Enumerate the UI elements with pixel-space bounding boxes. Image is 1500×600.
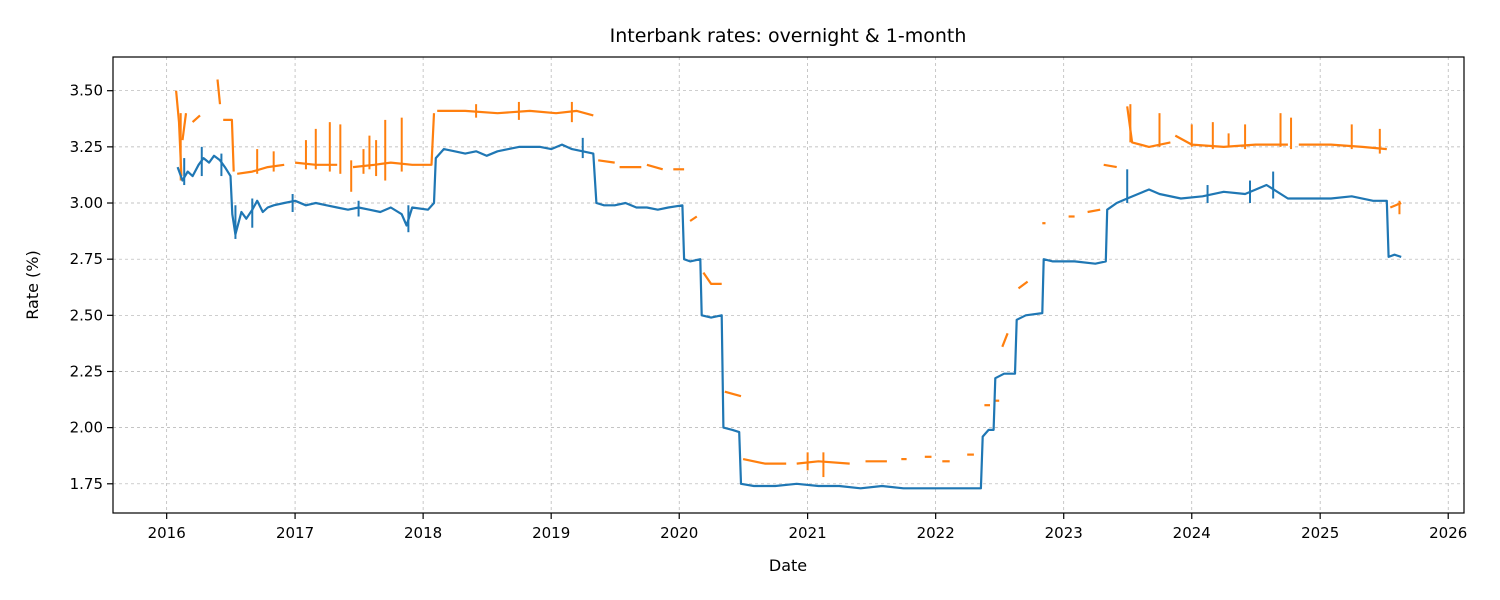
one-month-series-segment bbox=[742, 458, 787, 465]
y-tick-label: 3.25 bbox=[70, 138, 103, 156]
one-month-series-segment bbox=[181, 113, 188, 141]
y-tick-label: 2.50 bbox=[70, 306, 103, 324]
one-month-series-segment bbox=[223, 118, 235, 172]
one-month-series-segment bbox=[724, 390, 742, 398]
y-tick-label: 1.75 bbox=[70, 475, 103, 493]
one-month-series-segment bbox=[1174, 134, 1288, 148]
one-month-series-segment bbox=[796, 460, 850, 465]
x-tick-label: 2016 bbox=[148, 524, 186, 542]
series-layer bbox=[175, 79, 1402, 490]
x-tick-label: 2024 bbox=[1173, 524, 1211, 542]
one-month-series-segment bbox=[1126, 106, 1171, 148]
y-tick-label: 3.00 bbox=[70, 194, 103, 212]
one-month-series-segment bbox=[1103, 163, 1117, 169]
ticks: 2016 2017 2018 2019 2020 2021 2022 2023 2024 2025… bbox=[70, 82, 1468, 542]
x-tick-label: 2026 bbox=[1429, 524, 1467, 542]
plot-frame bbox=[112, 56, 1465, 514]
x-tick-label: 2020 bbox=[660, 524, 698, 542]
grid bbox=[113, 57, 1464, 513]
x-tick-label: 2017 bbox=[276, 524, 314, 542]
y-tick-label: 2.00 bbox=[70, 419, 103, 437]
y-tick-label: 2.25 bbox=[70, 362, 103, 380]
one-month-series-segment bbox=[1298, 143, 1387, 151]
chart-title: Interbank rates: overnight & 1-month bbox=[610, 25, 967, 47]
one-month-series-segment bbox=[598, 159, 615, 164]
x-tick-label: 2019 bbox=[532, 524, 570, 542]
one-month-series-segment bbox=[237, 163, 285, 175]
x-tick-label: 2018 bbox=[404, 524, 442, 542]
one-month-series-segment bbox=[702, 271, 722, 285]
one-month-series-segment bbox=[191, 114, 201, 123]
y-tick-label: 2.75 bbox=[70, 250, 103, 268]
one-month-series-segment bbox=[437, 109, 594, 117]
y-tick-label: 3.50 bbox=[70, 82, 103, 100]
one-month-series-segment bbox=[216, 79, 222, 105]
one-month-series-segment bbox=[1017, 280, 1029, 290]
one-month-series-segment bbox=[1001, 332, 1009, 348]
x-tick-label: 2023 bbox=[1045, 524, 1083, 542]
y-axis-title: Rate (%) bbox=[23, 250, 42, 319]
one-month-series-segment bbox=[646, 163, 664, 171]
x-tick-label: 2025 bbox=[1301, 524, 1339, 542]
overnight-series-line bbox=[176, 143, 1402, 490]
one-month-series-segment bbox=[689, 215, 698, 222]
x-axis-title: Date bbox=[769, 556, 807, 575]
one-month-series-segment bbox=[1087, 208, 1101, 214]
one-month-series-segment bbox=[352, 113, 436, 169]
x-tick-label: 2021 bbox=[789, 524, 827, 542]
x-tick-label: 2022 bbox=[917, 524, 955, 542]
